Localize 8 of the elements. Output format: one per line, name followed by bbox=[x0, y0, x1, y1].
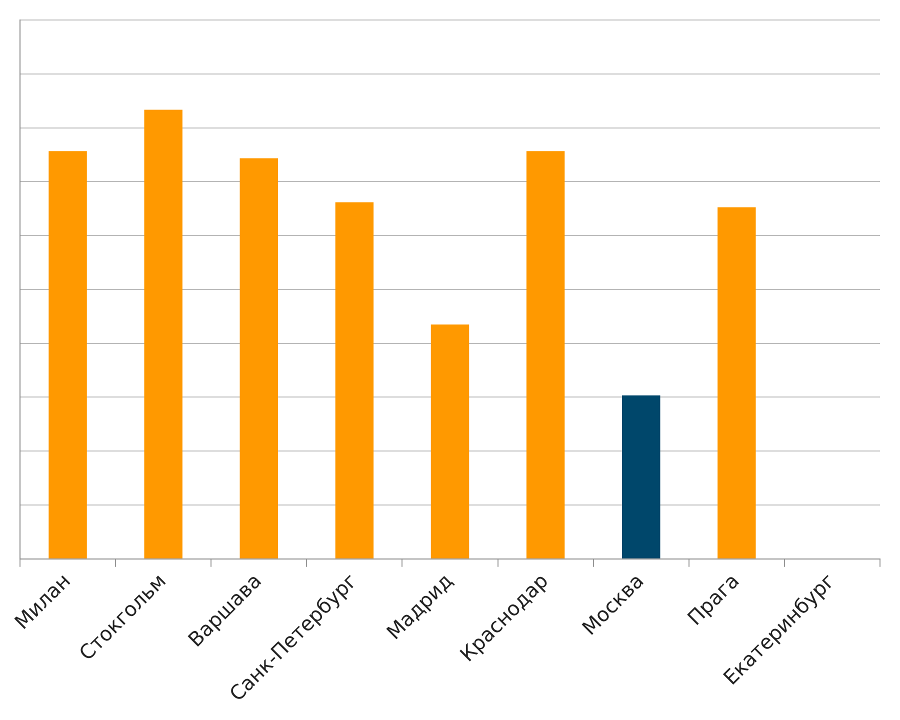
bar bbox=[240, 158, 278, 558]
bar bbox=[718, 207, 756, 558]
bar bbox=[144, 110, 182, 558]
bar bbox=[526, 151, 565, 558]
bar bbox=[335, 202, 374, 558]
bar bbox=[48, 151, 87, 558]
bar bbox=[622, 395, 660, 558]
bar bbox=[430, 324, 470, 558]
